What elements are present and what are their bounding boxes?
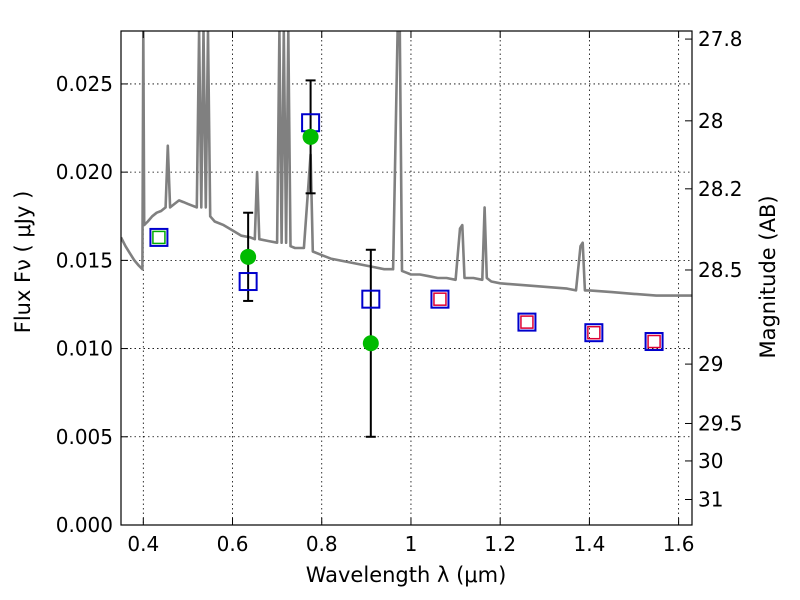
mag-tick-label: 28.2: [698, 177, 743, 201]
x-axis-label: Wavelength λ (μm): [306, 563, 507, 587]
observed-point: [362, 335, 379, 352]
y-tick-label: 0.020: [56, 160, 113, 184]
y-tick-label: 0.010: [56, 337, 113, 361]
mag-tick-label: 29: [698, 352, 723, 376]
small-square-markers: [152, 230, 661, 349]
x-tick-label: 0.8: [306, 532, 338, 556]
model-photometry-square: [644, 332, 664, 352]
y-tick-label: 0.005: [56, 425, 113, 449]
x-tick-label: 1.2: [484, 532, 516, 556]
red-square: [433, 292, 447, 306]
y2-axis-label: Magnitude (AB): [756, 195, 780, 358]
observed-photometry-markers: [240, 128, 379, 352]
plot-frame: [120, 30, 693, 526]
mag-tick-label: 27.8: [698, 27, 743, 51]
red-square: [520, 315, 534, 329]
green-square: [152, 230, 166, 245]
red-square: [647, 334, 661, 349]
mag-tick-label: 28: [698, 109, 723, 133]
y-axis-label: Flux Fν ( μJy ): [11, 191, 35, 334]
model-photometry-markers: [149, 113, 664, 352]
observed-point: [240, 248, 257, 265]
model-sed-line: [121, 31, 692, 297]
x-tick-label: 1: [405, 532, 418, 556]
model-photometry-square: [149, 227, 169, 247]
y-tick-label: 0.000: [56, 513, 113, 537]
x-tick-label: 0.6: [217, 532, 249, 556]
mag-tick-label: 30: [698, 449, 723, 473]
mag-tick-label: 28.5: [698, 258, 743, 282]
x-tick-label: 0.4: [127, 532, 159, 556]
y-tick-label: 0.025: [56, 72, 113, 96]
x-axis: 0.4 0.6 0.8 1 1.2 1.4 1.6: [127, 31, 695, 556]
model-photometry-square: [584, 323, 604, 343]
model-photometry-square: [361, 289, 381, 309]
plot-area: [121, 31, 692, 438]
magnitude-axis: 27.8 28 28.2 28.5 29 29.5 30 31: [685, 27, 743, 511]
model-photometry-square: [238, 272, 258, 292]
y-tick-label: 0.015: [56, 248, 113, 272]
model-photometry-square: [430, 289, 450, 309]
x-tick-label: 1.4: [573, 532, 605, 556]
x-tick-label: 1.6: [663, 532, 695, 556]
red-square: [587, 325, 601, 340]
mag-tick-label: 31: [698, 487, 723, 511]
mag-tick-label: 29.5: [698, 411, 743, 435]
observed-point: [302, 128, 319, 145]
model-photometry-square: [517, 312, 537, 332]
y-axis: 0.000 0.005 0.010 0.015 0.020 0.025: [56, 72, 128, 537]
